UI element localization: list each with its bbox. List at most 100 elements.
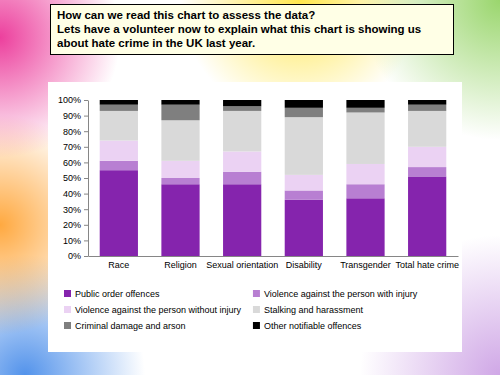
legend-item: Violence against the person with injury [253, 289, 418, 299]
legend-swatch [253, 306, 260, 313]
legend-label: Stalking and harassment [264, 305, 364, 315]
legend-label: Other notifiable offences [264, 321, 362, 331]
y-tick-label: 60% [63, 158, 81, 168]
legend-item: Public order offences [64, 289, 160, 299]
y-tick: 90% [63, 111, 88, 121]
bar-segment [100, 111, 138, 141]
bar-segment [346, 198, 384, 256]
bar-segment [346, 112, 384, 163]
y-axis-line [88, 101, 89, 257]
y-tick: 30% [63, 205, 88, 215]
bar-segment [161, 105, 199, 121]
series-bars [100, 100, 447, 108]
legend-item: Stalking and harassment [253, 305, 364, 315]
series-bars [100, 105, 447, 121]
bar-segment [223, 100, 261, 106]
y-tick-label: 100% [58, 95, 81, 105]
x-tick-label: Disability [286, 260, 323, 270]
slide: 0%10%20%30%40%50%60%70%80%90%100%RaceRel… [0, 0, 500, 375]
bar-segment [100, 100, 138, 105]
y-axis: 0%10%20%30%40%50%60%70%80%90%100% [58, 95, 89, 261]
bar-segment [100, 161, 138, 170]
y-tick-mark [84, 131, 88, 132]
y-tick-mark [84, 240, 88, 241]
bar-segment [223, 106, 261, 111]
x-tick-label: Religion [164, 260, 197, 270]
series-bars [100, 141, 447, 191]
x-tick: Sexual orientation [206, 260, 278, 270]
bar-segment [285, 117, 323, 175]
x-axis-line [89, 256, 459, 257]
y-tick: 60% [63, 158, 88, 168]
bar-segment [161, 184, 199, 256]
y-tick: 70% [63, 142, 88, 152]
heading: How can we read this chart to assess the… [57, 8, 447, 22]
bar-segment [100, 141, 138, 161]
legend: Public order offences Violence against th… [64, 289, 418, 331]
y-tick: 20% [63, 220, 88, 230]
x-tick-label: Sexual orientation [206, 260, 278, 270]
y-tick-label: 70% [63, 142, 81, 152]
legend-swatch [253, 322, 260, 329]
y-tick-label: 80% [63, 127, 81, 137]
y-tick-label: 40% [63, 189, 81, 199]
bar-segment [285, 190, 323, 199]
y-tick-label: 50% [63, 173, 81, 183]
prompt: Lets have a volunteer now to explain wha… [57, 22, 447, 50]
x-tick-label: Transgender [340, 260, 391, 270]
x-tick: Disability [286, 260, 323, 270]
bar-segment [161, 120, 199, 161]
legend-item: Other notifiable offences [253, 321, 362, 331]
bar-segment [285, 175, 323, 191]
x-tick: Religion [164, 260, 197, 270]
chart-panel [48, 82, 462, 352]
legend-label: Public order offences [75, 289, 160, 299]
bar-segment [223, 172, 261, 184]
bar-segment [161, 100, 199, 105]
y-tick: 50% [63, 173, 88, 183]
bar-segment [346, 100, 384, 108]
y-tick-mark [84, 116, 88, 117]
y-tick-label: 20% [63, 220, 81, 230]
bar-segment [285, 200, 323, 256]
bar-segment [223, 151, 261, 171]
bar-segment [223, 184, 261, 256]
bar-segment [408, 111, 446, 147]
y-tick-mark [84, 209, 88, 210]
bar-segment [223, 111, 261, 152]
bar-segment [408, 176, 446, 256]
x-tick-label: Race [108, 260, 129, 270]
bar-segment [346, 164, 384, 184]
bar-segment [100, 170, 138, 256]
y-tick-mark [84, 178, 88, 179]
legend-swatch [253, 290, 260, 297]
bar-segment [346, 184, 384, 198]
y-tick-mark [84, 100, 88, 101]
x-tick: Total hate crime [395, 260, 459, 270]
x-axis: Race Religion Sexual orientation Disability… [89, 257, 459, 271]
legend-swatch [64, 306, 71, 313]
header-box: How can we read this chart to assess the… [50, 4, 454, 55]
legend-label: Violence against the person with injury [264, 289, 418, 299]
y-tick-mark [84, 162, 88, 163]
y-tick: 100% [58, 95, 88, 105]
y-tick: 80% [63, 127, 88, 137]
legend-item: Violence against the person without inju… [64, 305, 241, 315]
y-tick: 40% [63, 189, 88, 199]
bar-segment [408, 100, 446, 105]
y-tick-mark [84, 225, 88, 226]
bar-segment [346, 108, 384, 113]
x-tick-label: Total hate crime [395, 260, 459, 270]
chart-svg: 0%10%20%30%40%50%60%70%80%90%100%RaceRel… [0, 0, 500, 375]
bar-segment [285, 108, 323, 117]
y-tick-mark [84, 256, 88, 257]
bar-segment [100, 105, 138, 111]
y-tick-mark [84, 194, 88, 195]
bar-segment [408, 147, 446, 167]
y-tick-mark [84, 147, 88, 148]
y-tick-label: 0% [68, 251, 81, 261]
y-tick-label: 30% [63, 205, 81, 215]
bars [100, 100, 447, 256]
y-tick-label: 90% [63, 111, 81, 121]
bar-segment [408, 167, 446, 176]
